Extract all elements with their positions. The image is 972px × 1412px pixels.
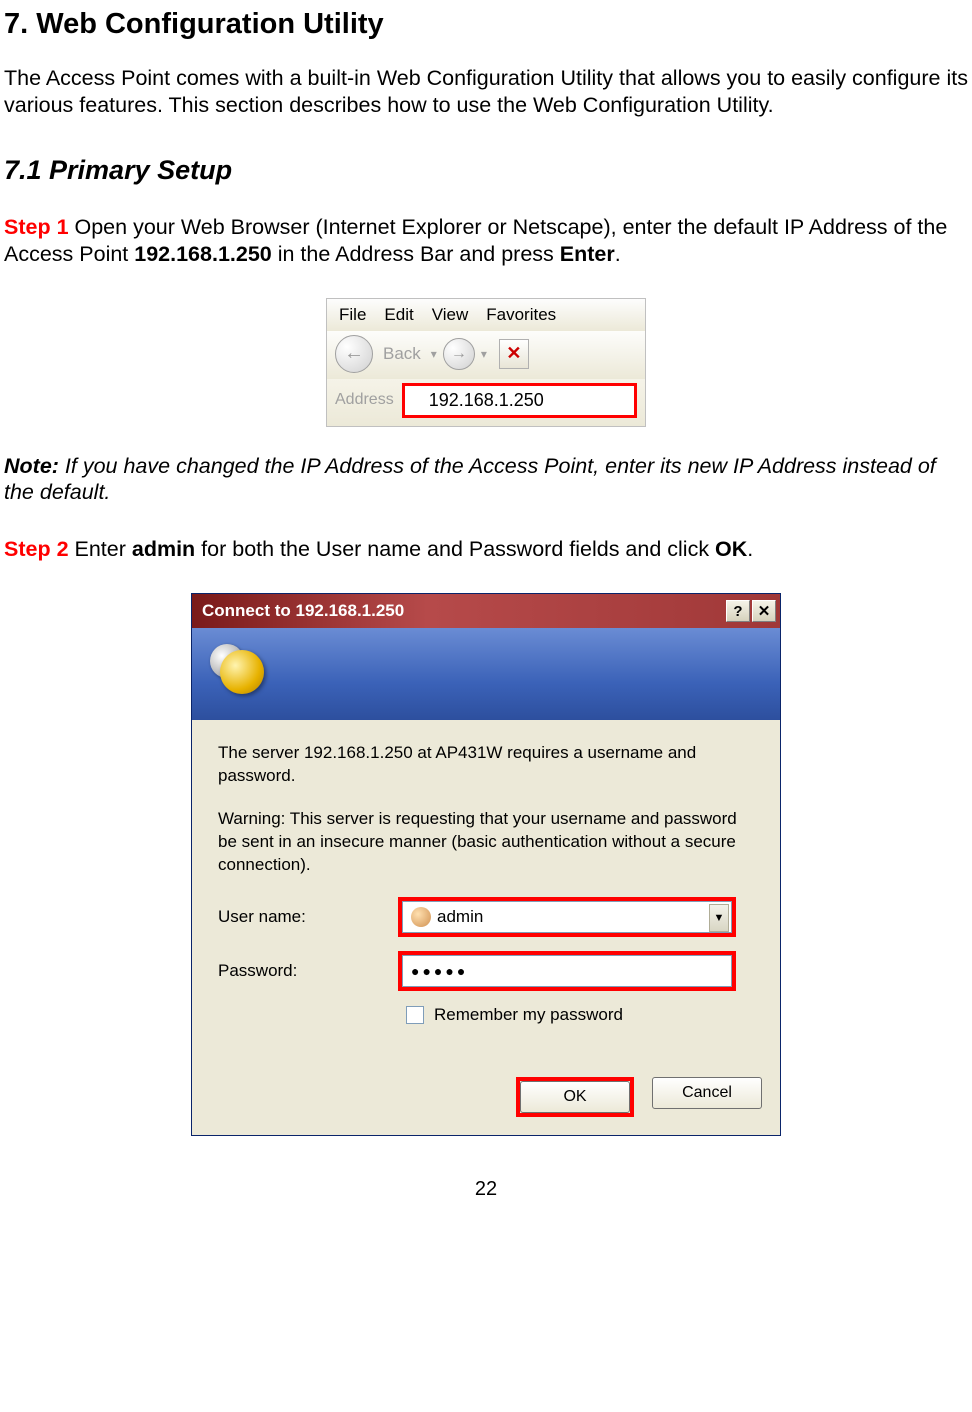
username-value: admin xyxy=(437,907,483,927)
dialog-banner xyxy=(192,628,780,720)
menu-edit[interactable]: Edit xyxy=(384,305,413,325)
dialog-title: Connect to 192.168.1.250 xyxy=(202,601,404,621)
step2-admin: admin xyxy=(132,537,195,561)
password-row: Password: ●●●●● xyxy=(218,951,754,991)
password-input[interactable]: ●●●●● xyxy=(402,955,732,987)
chevron-down-icon: ▼ xyxy=(714,912,725,924)
stop-x-icon: ✕ xyxy=(506,343,521,364)
username-input[interactable]: admin ▼ xyxy=(402,901,732,933)
password-label: Password: xyxy=(218,961,398,981)
remember-row: Remember my password xyxy=(406,1005,754,1025)
username-label: User name: xyxy=(218,907,398,927)
browser-menubar: File Edit View Favorites xyxy=(327,299,645,331)
dropdown-button[interactable]: ▼ xyxy=(709,904,729,932)
dialog-msg2: Warning: This server is requesting that … xyxy=(218,808,754,877)
username-row: User name: admin ▼ xyxy=(218,897,754,937)
step2-a: Enter xyxy=(75,537,132,561)
page-number: 22 xyxy=(4,1178,968,1201)
dialog-msg1: The server 192.168.1.250 at AP431W requi… xyxy=(218,742,754,788)
dropdown-icon[interactable]: ▾ xyxy=(481,347,487,361)
remember-checkbox[interactable] xyxy=(406,1006,424,1024)
note-text: If you have changed the IP Address of th… xyxy=(4,454,936,505)
arrow-right-icon: → xyxy=(451,345,467,363)
step2-paragraph: Step 2 Enter admin for both the User nam… xyxy=(4,536,968,563)
stop-button[interactable]: ✕ xyxy=(499,339,529,369)
dialog-body: The server 192.168.1.250 at AP431W requi… xyxy=(192,720,780,1077)
password-highlight: ●●●●● xyxy=(398,951,736,991)
ok-button[interactable]: OK xyxy=(520,1081,630,1113)
password-value: ●●●●● xyxy=(411,963,468,979)
menu-favorites[interactable]: Favorites xyxy=(486,305,556,325)
step1-label: Step 1 xyxy=(4,215,75,239)
auth-dialog: Connect to 192.168.1.250 ? ✕ The server … xyxy=(191,593,781,1136)
intro-paragraph: The Access Point comes with a built-in W… xyxy=(4,65,968,119)
user-icon xyxy=(411,907,431,927)
step1-paragraph: Step 1 Open your Web Browser (Internet E… xyxy=(4,214,968,268)
arrow-left-icon: ← xyxy=(344,342,364,365)
step1-text-b: in the Address Bar and press xyxy=(272,242,560,266)
address-input[interactable]: 192.168.1.250 xyxy=(402,383,637,418)
note-label: Note: xyxy=(4,454,65,478)
dialog-titlebar: Connect to 192.168.1.250 ? ✕ xyxy=(192,594,780,628)
question-icon: ? xyxy=(733,603,742,620)
close-icon: ✕ xyxy=(758,602,771,620)
step1-text-d: . xyxy=(615,242,621,266)
step2-label: Step 2 xyxy=(4,537,75,561)
address-label: Address xyxy=(335,391,394,409)
close-button[interactable]: ✕ xyxy=(752,600,776,622)
step1-enter: Enter xyxy=(560,242,615,266)
note-paragraph: Note: If you have changed the IP Address… xyxy=(4,453,968,507)
back-label: Back xyxy=(379,344,425,364)
step2-ok: OK xyxy=(715,537,747,561)
subsection-heading: 7.1 Primary Setup xyxy=(4,155,968,186)
back-button[interactable]: ← xyxy=(335,335,373,373)
remember-label: Remember my password xyxy=(434,1005,623,1025)
dialog-buttons: OK Cancel xyxy=(192,1077,780,1135)
step2-e: . xyxy=(747,537,753,561)
browser-screenshot: File Edit View Favorites ← Back ▾ → ▾ ✕ … xyxy=(326,298,646,427)
keys-icon xyxy=(210,644,270,704)
ok-highlight: OK xyxy=(516,1077,634,1117)
username-highlight: admin ▼ xyxy=(398,897,736,937)
help-button[interactable]: ? xyxy=(726,600,750,622)
menu-file[interactable]: File xyxy=(339,305,366,325)
cancel-button[interactable]: Cancel xyxy=(652,1077,762,1109)
address-bar-row: Address 192.168.1.250 xyxy=(327,379,645,426)
browser-toolbar: ← Back ▾ → ▾ ✕ xyxy=(327,331,645,379)
menu-view[interactable]: View xyxy=(432,305,469,325)
forward-button[interactable]: → xyxy=(443,338,475,370)
dropdown-icon[interactable]: ▾ xyxy=(431,347,437,361)
step2-c: for both the User name and Password fiel… xyxy=(195,537,715,561)
section-heading: 7. Web Configuration Utility xyxy=(4,8,968,41)
step1-ip: 192.168.1.250 xyxy=(134,242,272,266)
